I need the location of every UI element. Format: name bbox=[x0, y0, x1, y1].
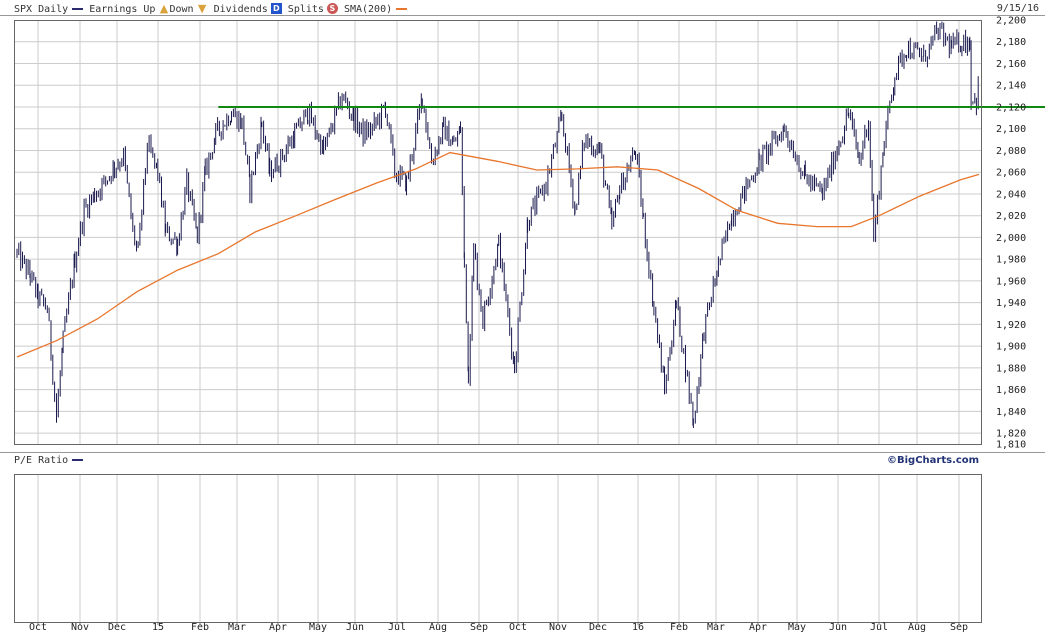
down-triangle-icon: ▼ bbox=[197, 2, 207, 15]
x-tick-label: Dec bbox=[589, 622, 607, 633]
price-series bbox=[16, 21, 979, 428]
x-tick-label: Nov bbox=[549, 622, 567, 633]
legend-sma: SMA(200) bbox=[343, 3, 408, 15]
y-tick-label: 2,040 bbox=[996, 189, 1026, 200]
y-tick-label: 2,080 bbox=[996, 146, 1026, 157]
y-tick-label: 2,100 bbox=[996, 124, 1026, 135]
pe-panel-grid bbox=[14, 474, 981, 625]
y-tick-label: 1,810 bbox=[996, 440, 1026, 451]
x-tick-label: Aug bbox=[908, 622, 926, 633]
price-swatch bbox=[72, 7, 84, 10]
x-tick-label: May bbox=[309, 622, 327, 633]
x-tick-label: Sep bbox=[950, 622, 968, 633]
chart-legend: SPX Daily Earnings Up ▲Down ▼ Dividends D S… bbox=[14, 2, 408, 15]
y-tick-label: 2,020 bbox=[996, 211, 1026, 222]
x-tick-label: Jul bbox=[388, 622, 406, 633]
pe-swatch bbox=[72, 459, 84, 461]
x-tick-label: Jun bbox=[346, 622, 364, 633]
x-tick-label: Nov bbox=[71, 622, 89, 633]
x-tick-label: Feb bbox=[670, 622, 688, 633]
chart-date: 9/15/16 bbox=[996, 3, 1039, 14]
y-tick-label: 1,980 bbox=[996, 255, 1026, 266]
legend-earnings: Earnings Up ▲Down ▼ bbox=[89, 2, 213, 15]
y-tick-label: 2,160 bbox=[996, 59, 1026, 70]
y-tick-label: 1,920 bbox=[996, 320, 1026, 331]
x-tick-label: Apr bbox=[749, 622, 767, 633]
y-tick-label: 1,880 bbox=[996, 363, 1026, 374]
y-tick-label: 2,140 bbox=[996, 81, 1026, 92]
x-tick-label: 15 bbox=[152, 622, 164, 633]
legend-splits: Splits S bbox=[287, 3, 344, 15]
x-tick-label: Jun bbox=[829, 622, 847, 633]
bigcharts-credit: ©BigCharts.com bbox=[887, 455, 980, 466]
price-panel-frame bbox=[14, 20, 982, 445]
y-axis-labels: 2,200 2,180 2,160 2,140 2,120 2,100 2,080 2,060… bbox=[996, 16, 1026, 451]
warning-triangle-icon: ▲ bbox=[159, 2, 169, 15]
y-tick-label: 2,000 bbox=[996, 233, 1026, 244]
y-tick-label: 2,060 bbox=[996, 168, 1026, 179]
legend-spx-label: SPX Daily bbox=[14, 3, 69, 15]
sma-series bbox=[16, 151, 980, 358]
x-tick-label: Apr bbox=[269, 622, 287, 633]
y-tick-label: 2,200 bbox=[996, 16, 1026, 27]
legend-sma-label: SMA(200) bbox=[343, 3, 393, 15]
price-panel-background bbox=[14, 20, 981, 444]
y-tick-label: 1,940 bbox=[996, 298, 1026, 309]
x-axis-labels: Oct Nov Dec 15 Feb Mar Apr May Jun Jul Aug Sep Oct No… bbox=[29, 622, 968, 633]
pe-panel-background bbox=[14, 474, 981, 622]
legend-dividends-label: Dividends bbox=[213, 3, 268, 15]
legend-spx-daily: SPX Daily bbox=[14, 4, 89, 15]
x-tick-label: Oct bbox=[29, 622, 47, 633]
pe-ratio-label: P/E Ratio bbox=[14, 455, 84, 466]
sma-200-line bbox=[16, 151, 980, 358]
y-tick-label: 1,840 bbox=[996, 407, 1026, 418]
y-tick-label: 1,960 bbox=[996, 276, 1026, 287]
x-tick-label: Aug bbox=[429, 622, 447, 633]
panel-frames bbox=[0, 15, 1045, 623]
d-square-icon: D bbox=[270, 3, 282, 14]
legend-splits-label: Splits bbox=[287, 3, 324, 15]
y-tick-label: 1,860 bbox=[996, 385, 1026, 396]
sma-swatch bbox=[396, 7, 408, 10]
s-circle-icon: S bbox=[326, 3, 338, 14]
price-panel-grid bbox=[14, 20, 981, 444]
y-tick-label: 2,120 bbox=[996, 102, 1026, 113]
x-tick-label: Feb bbox=[191, 622, 209, 633]
x-tick-label: May bbox=[788, 622, 806, 633]
x-tick-label: Jul bbox=[870, 622, 888, 633]
x-tick-label: 16 bbox=[632, 622, 644, 633]
legend-dividends: Dividends D bbox=[213, 3, 288, 15]
pe-panel-frame bbox=[14, 474, 982, 623]
y-tick-label: 1,820 bbox=[996, 429, 1026, 440]
x-tick-label: Sep bbox=[470, 622, 488, 633]
y-tick-label: 2,180 bbox=[996, 37, 1026, 48]
pe-ratio-text: P/E Ratio bbox=[14, 455, 69, 466]
x-tick-label: Mar bbox=[228, 622, 246, 633]
x-tick-label: Mar bbox=[707, 622, 725, 633]
x-tick-label: Oct bbox=[509, 622, 527, 633]
y-tick-label: 1,900 bbox=[996, 342, 1026, 353]
x-tick-label: Dec bbox=[108, 622, 126, 633]
legend-earnings-label: Earnings Up bbox=[89, 3, 156, 15]
legend-down-label: Down bbox=[169, 3, 194, 15]
